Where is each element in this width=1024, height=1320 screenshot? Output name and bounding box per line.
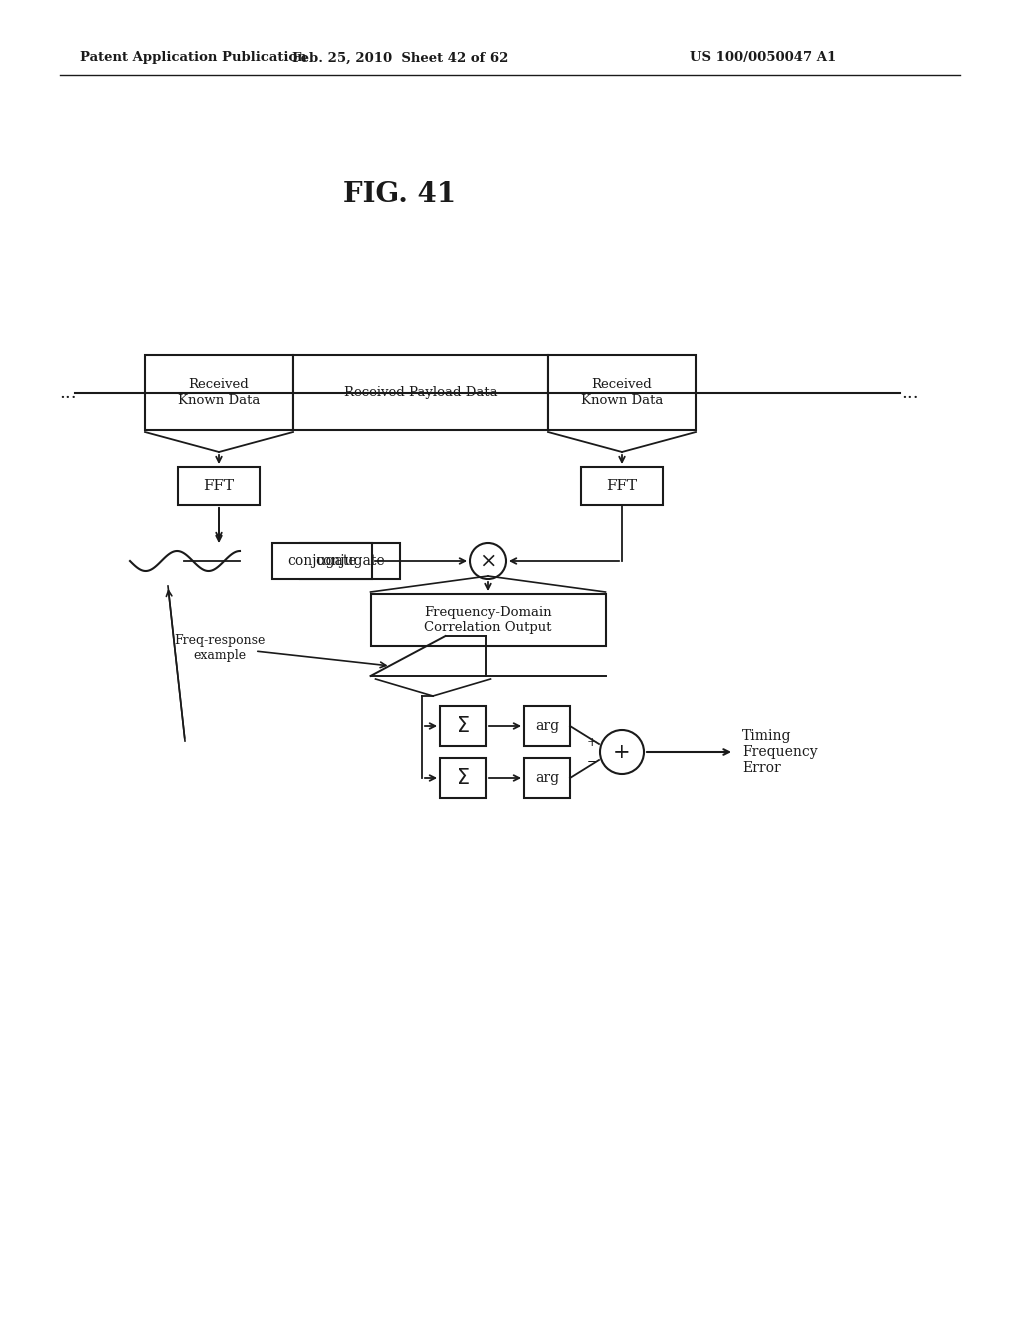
Text: Received
Known Data: Received Known Data xyxy=(178,379,260,407)
Text: Freq-response
example: Freq-response example xyxy=(174,634,265,663)
Text: $\Sigma$: $\Sigma$ xyxy=(456,768,470,788)
Bar xyxy=(548,355,696,430)
Text: conjugate: conjugate xyxy=(287,554,356,568)
Bar xyxy=(440,758,486,799)
Text: US 100/0050047 A1: US 100/0050047 A1 xyxy=(690,51,837,65)
Bar xyxy=(524,758,570,799)
Text: ...: ... xyxy=(59,384,77,401)
Circle shape xyxy=(600,730,644,774)
Text: Frequency-Domain
Correlation Output: Frequency-Domain Correlation Output xyxy=(424,606,552,634)
Text: −: − xyxy=(587,755,597,768)
Text: arg: arg xyxy=(535,719,559,733)
Text: FIG. 41: FIG. 41 xyxy=(343,181,457,209)
Text: ×: × xyxy=(479,552,497,570)
Text: conjugate: conjugate xyxy=(315,554,385,568)
Text: FFT: FFT xyxy=(606,479,638,492)
Bar xyxy=(272,543,372,579)
Text: FFT: FFT xyxy=(204,479,234,492)
Bar xyxy=(371,594,605,645)
Text: +: + xyxy=(587,737,597,750)
Text: ...: ... xyxy=(901,384,919,401)
Bar xyxy=(145,355,293,430)
Bar xyxy=(524,706,570,746)
Text: arg: arg xyxy=(535,771,559,785)
Text: Received Payload Data: Received Payload Data xyxy=(344,385,498,399)
Text: Timing
Frequency
Error: Timing Frequency Error xyxy=(742,729,817,775)
Bar xyxy=(300,543,400,579)
Bar xyxy=(293,355,548,430)
Text: Received
Known Data: Received Known Data xyxy=(581,379,664,407)
Circle shape xyxy=(470,543,506,579)
Text: $\Sigma$: $\Sigma$ xyxy=(456,715,470,737)
Text: +: + xyxy=(613,742,631,762)
Text: Feb. 25, 2010  Sheet 42 of 62: Feb. 25, 2010 Sheet 42 of 62 xyxy=(292,51,508,65)
Bar xyxy=(178,467,260,506)
Text: Patent Application Publication: Patent Application Publication xyxy=(80,51,307,65)
Bar xyxy=(581,467,663,506)
Bar xyxy=(440,706,486,746)
